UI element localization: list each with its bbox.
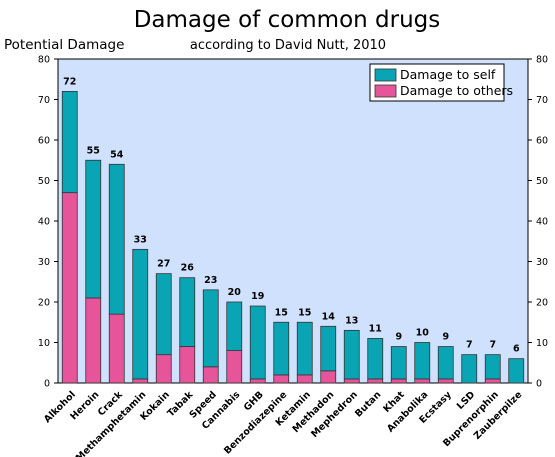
bar-group xyxy=(61,91,525,384)
bar-damage-to-self xyxy=(108,163,125,315)
y-tick-label-right: 0 xyxy=(536,379,542,390)
bar-total-label: 14 xyxy=(322,311,336,322)
bar-damage-to-others xyxy=(202,366,219,384)
legend-label-damage-to-others: Damage to others xyxy=(400,83,513,98)
total-labels: 72 55 54 33 27 26 23 20 19 15 15 14 13 11 9 10 9 7 7 6 xyxy=(63,76,520,354)
bar-damage-to-self xyxy=(155,273,172,356)
y-tick-label-left: 30 xyxy=(38,257,50,268)
bar-damage-to-self xyxy=(179,277,196,347)
bar-total-label: 72 xyxy=(63,76,76,87)
bar-total-label: 15 xyxy=(298,307,311,318)
chart-title: Damage of common drugs xyxy=(134,7,441,33)
y-tick-label-right: 70 xyxy=(536,95,548,106)
plot-area xyxy=(57,58,529,384)
bar-damage-to-others xyxy=(273,374,290,384)
y-tick-label-left: 80 xyxy=(38,55,50,66)
bar-total-label: 13 xyxy=(345,315,358,326)
bar-damage-to-self xyxy=(437,346,454,380)
y-tick-label-right: 60 xyxy=(536,136,548,147)
bar-damage-to-others xyxy=(61,192,78,384)
y-tick-label-left: 20 xyxy=(38,298,50,309)
bar-damage-to-self xyxy=(414,342,431,380)
bar-damage-to-others xyxy=(414,378,431,384)
bar-damage-to-others xyxy=(108,313,125,384)
bar-damage-to-self xyxy=(484,354,501,380)
bar-damage-to-others xyxy=(390,378,407,384)
bar-damage-to-others xyxy=(484,378,501,384)
bar-damage-to-self xyxy=(367,338,384,380)
bar-damage-to-others xyxy=(296,374,313,384)
bar-damage-to-others xyxy=(226,350,243,384)
bar-damage-to-others xyxy=(249,378,266,384)
bar-damage-to-self xyxy=(249,305,266,380)
bar-damage-to-self xyxy=(61,91,78,194)
bar-damage-to-self xyxy=(273,321,290,376)
bar-total-label: 11 xyxy=(369,323,382,334)
y-tick-label-right: 50 xyxy=(536,176,548,187)
y-axis-right: 0 10 20 30 40 50 60 70 80 xyxy=(528,55,548,390)
bar-total-label: 33 xyxy=(134,234,147,245)
bar-damage-to-self xyxy=(132,248,149,380)
bar-total-label: 54 xyxy=(110,149,124,160)
bar-damage-to-others xyxy=(437,378,454,384)
bar-damage-to-self xyxy=(508,358,525,384)
bar-total-label: 26 xyxy=(181,263,195,274)
bar-damage-to-others xyxy=(85,297,102,384)
bar-total-label: 27 xyxy=(157,259,170,270)
bar-damage-to-self xyxy=(343,329,360,380)
y-tick-label-left: 0 xyxy=(44,379,50,390)
legend-swatch-damage-to-self xyxy=(374,68,397,82)
bar-damage-to-self xyxy=(85,159,102,299)
y-tick-label-left: 10 xyxy=(38,338,50,349)
bar-damage-to-others xyxy=(155,354,172,384)
y-tick-label-left: 50 xyxy=(38,176,50,187)
bar-damage-to-self xyxy=(320,325,337,372)
bar-damage-to-others xyxy=(179,346,196,384)
bar-total-label: 9 xyxy=(442,332,449,343)
legend-swatch-damage-to-others xyxy=(374,84,397,98)
y-tick-label-left: 70 xyxy=(38,95,50,106)
y-tick-label-right: 20 xyxy=(536,298,548,309)
y-axis-label: Potential Damage xyxy=(4,37,124,53)
bar-damage-to-others xyxy=(320,370,337,384)
bar-damage-to-others xyxy=(343,378,360,384)
y-tick-label-right: 10 xyxy=(536,338,548,349)
bar-total-label: 19 xyxy=(251,291,264,302)
bar-total-label: 10 xyxy=(416,328,430,339)
category-label: Butan xyxy=(353,389,383,419)
bar-damage-to-self xyxy=(202,289,219,368)
bar-total-label: 6 xyxy=(513,344,520,355)
legend-label-damage-to-self: Damage to self xyxy=(400,67,496,82)
bar-total-label: 15 xyxy=(275,307,288,318)
y-axis-left: 0 10 20 30 40 50 60 70 80 xyxy=(38,55,58,390)
bar-total-label: 23 xyxy=(204,275,217,286)
bar-damage-to-others xyxy=(132,378,149,384)
bar-total-label: 55 xyxy=(87,145,100,156)
bar-damage-to-self xyxy=(296,321,313,376)
bar-damage-to-self xyxy=(461,354,478,384)
bar-total-label: 7 xyxy=(466,340,473,351)
y-tick-label-right: 30 xyxy=(536,257,548,268)
bar-total-label: 7 xyxy=(489,340,496,351)
bar-damage-to-others xyxy=(367,378,384,384)
legend: Damage to self Damage to others xyxy=(369,63,513,102)
category-labels: AlkoholHeroinCrackMethamphetaminKokainTa… xyxy=(42,389,524,457)
chart-subtitle: according to David Nutt, 2010 xyxy=(190,38,386,53)
y-tick-label-left: 40 xyxy=(38,217,50,228)
y-tick-label-right: 80 xyxy=(536,55,548,66)
bar-total-label: 9 xyxy=(395,332,402,343)
bar-total-label: 20 xyxy=(228,287,242,298)
bar-damage-to-self xyxy=(226,301,243,351)
y-tick-label-left: 60 xyxy=(38,136,50,147)
y-tick-label-right: 40 xyxy=(536,217,548,228)
bar-damage-to-self xyxy=(390,346,407,380)
